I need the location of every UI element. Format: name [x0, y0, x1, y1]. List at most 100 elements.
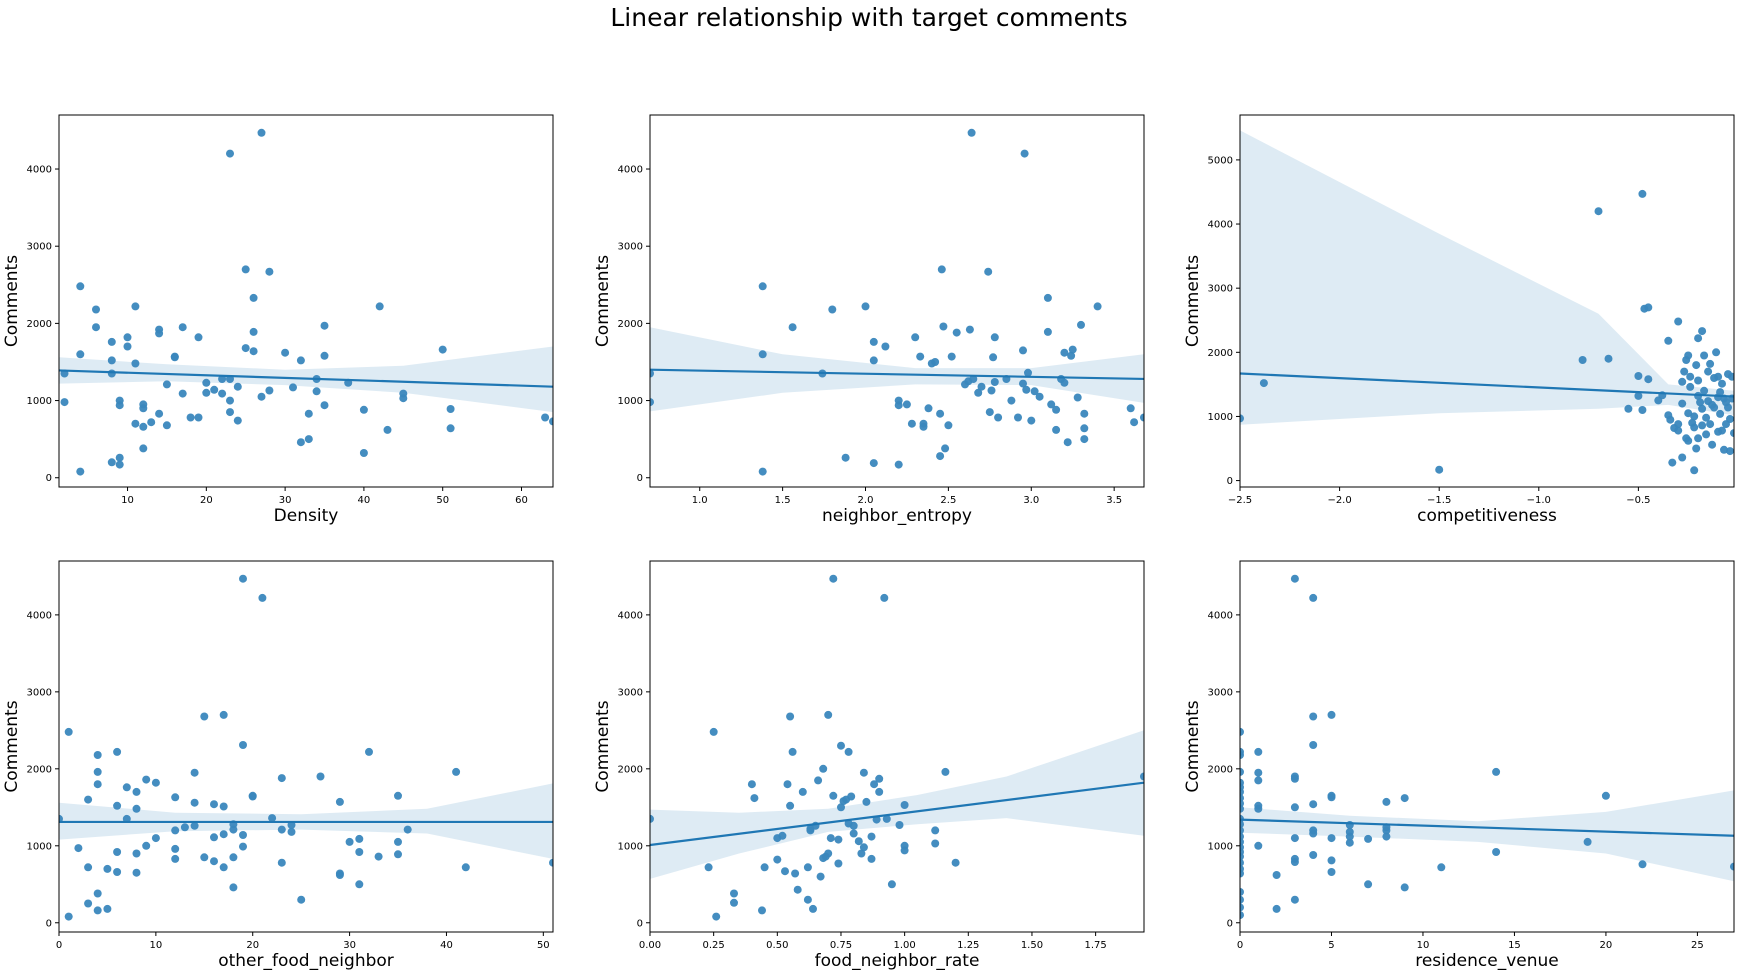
data-point: [931, 826, 940, 835]
data-point: [113, 801, 122, 810]
data-point: [92, 323, 100, 332]
data-point: [1327, 868, 1336, 876]
data-point: [1345, 832, 1354, 841]
axes-frame: [1239, 560, 1735, 933]
data-point: [1692, 444, 1701, 453]
data-point: [316, 772, 325, 781]
data-point: [131, 359, 140, 368]
data-point: [281, 348, 290, 357]
y-tick-label: 4000: [1208, 220, 1233, 231]
data-point: [296, 438, 305, 447]
data-point: [1644, 303, 1653, 312]
data-point: [989, 353, 998, 362]
x-tick-label: 3.0: [1023, 495, 1039, 506]
data-point: [1604, 354, 1613, 363]
y-axis-label: Comments: [1183, 700, 1203, 792]
data-point: [1583, 837, 1592, 846]
data-point: [862, 797, 871, 806]
data-point: [1638, 189, 1647, 198]
data-point: [1290, 895, 1299, 904]
data-point: [219, 802, 228, 811]
data-point: [131, 302, 140, 311]
data-point: [788, 323, 797, 332]
data-point: [806, 826, 815, 835]
data-point: [452, 767, 461, 776]
data-point: [1624, 404, 1633, 413]
data-point: [1674, 426, 1683, 435]
y-tick-label: 2000: [1208, 348, 1233, 359]
data-point: [1382, 826, 1391, 835]
data-point: [1698, 421, 1707, 430]
data-point: [549, 858, 553, 867]
data-point: [1309, 851, 1318, 859]
data-point: [107, 356, 116, 365]
data-point: [1309, 741, 1318, 749]
data-point: [1726, 415, 1734, 423]
regression-line: [650, 781, 1144, 847]
data-point: [798, 787, 807, 796]
data-point: [1140, 413, 1144, 422]
data-point: [924, 404, 933, 413]
regression-line: [1240, 818, 1734, 837]
y-tick-label: 1000: [27, 841, 52, 852]
y-tick-label: 0: [46, 473, 52, 484]
data-point: [1240, 895, 1244, 904]
data-point: [844, 747, 853, 756]
data-point: [1694, 334, 1703, 343]
x-axis-label: residence_venue: [1415, 951, 1559, 971]
data-point: [1240, 903, 1244, 912]
y-axis-label: Comments: [1183, 255, 1203, 347]
data-point: [781, 867, 789, 876]
data-point: [549, 417, 553, 426]
data-point: [1259, 379, 1268, 388]
data-point: [84, 899, 93, 908]
data-point: [985, 408, 994, 417]
data-point: [92, 305, 100, 314]
data-point: [84, 795, 93, 804]
data-point: [210, 385, 219, 394]
data-point: [1492, 767, 1501, 776]
plot-area: [59, 574, 553, 921]
data-point: [190, 821, 199, 830]
data-point: [1680, 367, 1689, 376]
data-point: [1345, 838, 1354, 847]
x-tick-label: 5: [1328, 940, 1334, 951]
data-point: [320, 401, 329, 410]
data-point: [219, 863, 228, 872]
data-point: [952, 328, 961, 337]
data-point: [113, 868, 122, 876]
y-tick-label: 2000: [618, 764, 643, 775]
y-tick-label: 4000: [27, 165, 52, 176]
data-point: [1708, 440, 1717, 449]
y-tick-label: 1000: [1208, 412, 1233, 423]
axes-frame: [58, 560, 554, 933]
data-point: [241, 265, 250, 274]
data-point: [1730, 862, 1734, 871]
x-axis-label: food_neighbor_rate: [815, 951, 980, 971]
data-point: [142, 841, 151, 850]
x-tick-label: 1.50: [1021, 940, 1043, 951]
data-point: [1678, 453, 1687, 462]
data-point: [139, 404, 148, 413]
data-point: [1327, 834, 1336, 843]
data-point: [239, 741, 247, 749]
data-point: [859, 843, 868, 852]
data-point: [1686, 372, 1695, 381]
x-tick-label: 10: [149, 940, 162, 951]
data-point: [210, 800, 218, 809]
data-point: [219, 710, 228, 719]
y-tick-label: 3000: [1208, 284, 1233, 295]
y-tick-label: 2000: [27, 319, 52, 330]
x-tick-label: 40: [440, 940, 453, 951]
y-tick-label: 1000: [618, 396, 643, 407]
x-tick-label: 0: [1237, 940, 1243, 951]
data-point: [229, 825, 238, 834]
data-point: [747, 780, 756, 789]
data-point: [132, 868, 141, 877]
y-tick-label: 5000: [1208, 155, 1233, 166]
y-tick-label: 4000: [618, 165, 643, 176]
data-point: [1700, 386, 1709, 395]
data-point: [984, 267, 993, 276]
data-point: [1024, 368, 1032, 377]
data-point: [1327, 710, 1336, 719]
